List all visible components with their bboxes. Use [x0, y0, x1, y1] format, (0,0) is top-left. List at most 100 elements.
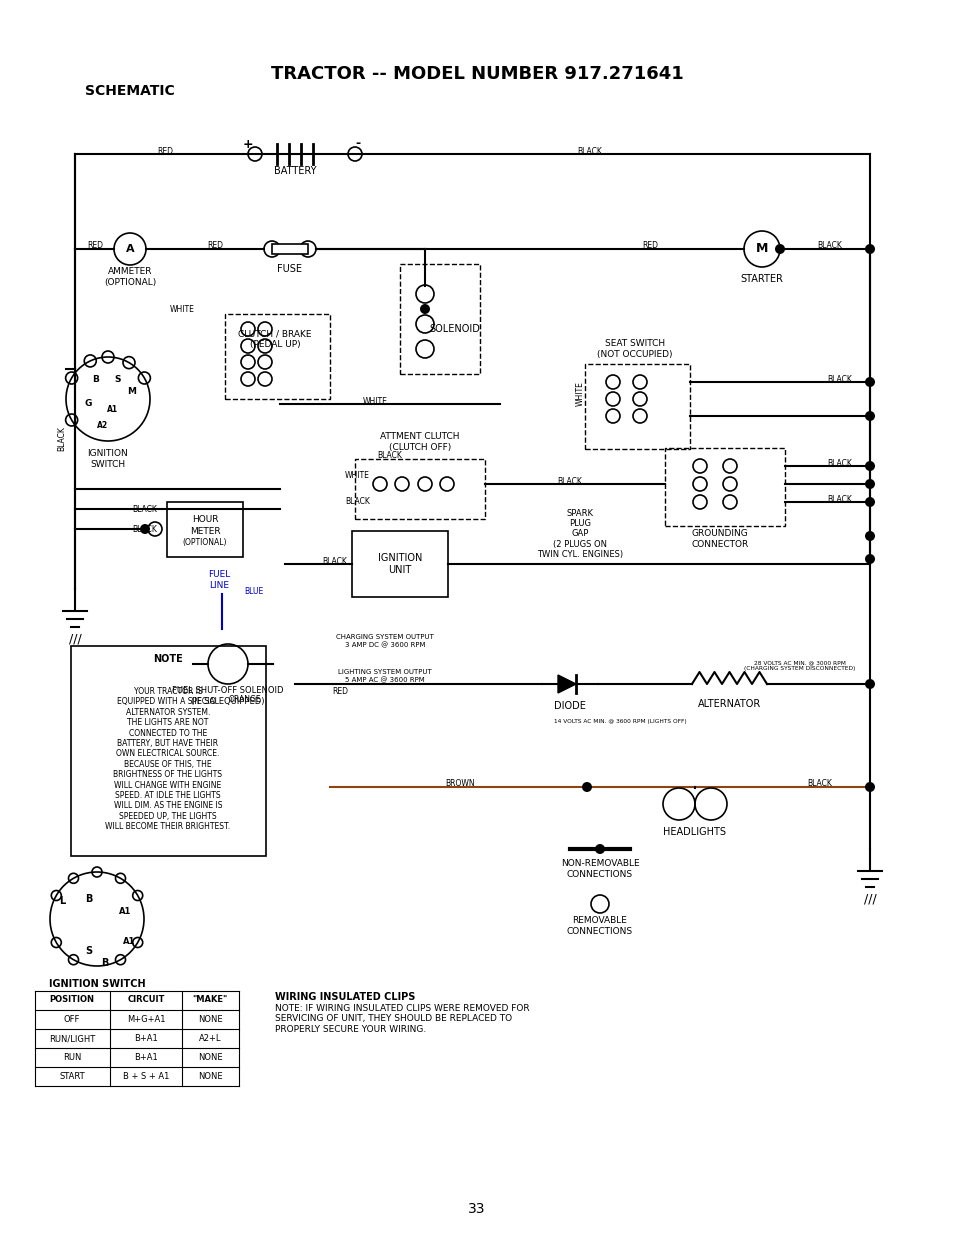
Text: OFF: OFF [64, 1015, 80, 1023]
Text: IGNITION
SWITCH: IGNITION SWITCH [88, 450, 129, 468]
Text: SOLENOID: SOLENOID [429, 325, 480, 335]
Text: WIRING INSULATED CLIPS: WIRING INSULATED CLIPS [274, 992, 415, 1002]
Text: BLACK: BLACK [577, 146, 601, 156]
Text: ///: /// [69, 632, 81, 646]
Text: B+A1: B+A1 [134, 1053, 157, 1062]
Text: HEADLIGHTS: HEADLIGHTS [662, 826, 726, 838]
Text: LIGHTING SYSTEM OUTPUT
5 AMP AC @ 3600 RPM: LIGHTING SYSTEM OUTPUT 5 AMP AC @ 3600 R… [337, 669, 432, 683]
Text: ORANGE: ORANGE [229, 695, 261, 704]
Text: FUEL SHUT-OFF SOLENOID
(IF SO EQUIPPED): FUEL SHUT-OFF SOLENOID (IF SO EQUIPPED) [172, 686, 283, 706]
Text: A1: A1 [108, 404, 118, 414]
Text: CHARGING SYSTEM OUTPUT
3 AMP DC @ 3600 RPM: CHARGING SYSTEM OUTPUT 3 AMP DC @ 3600 R… [335, 634, 434, 648]
Text: L: L [59, 896, 65, 906]
Bar [167, 502, 243, 558]
Text: S: S [86, 947, 92, 957]
Bar [225, 313, 330, 399]
Text: ATTMENT CLUTCH
(CLUTCH OFF): ATTMENT CLUTCH (CLUTCH OFF) [380, 432, 459, 452]
Text: NOTE: IF WIRING INSULATED CLIPS WERE REMOVED FOR
SERVICING OF UNIT, THEY SHOULD : NOTE: IF WIRING INSULATED CLIPS WERE REM… [274, 1004, 529, 1033]
Text: M+G+A1: M+G+A1 [127, 1015, 165, 1023]
Circle shape [864, 679, 874, 689]
Circle shape [864, 497, 874, 507]
Text: RED: RED [332, 686, 348, 695]
Text: B: B [85, 895, 92, 904]
Text: STARTER: STARTER [740, 274, 782, 284]
Circle shape [864, 554, 874, 564]
Circle shape [595, 844, 604, 854]
Text: S: S [114, 374, 121, 384]
Text: B: B [92, 374, 99, 384]
Polygon shape [558, 675, 576, 693]
Bar [71, 646, 266, 856]
Text: M: M [755, 243, 767, 255]
Text: BLACK: BLACK [826, 374, 852, 384]
Text: GROUNDING
CONNECTOR: GROUNDING CONNECTOR [691, 529, 748, 549]
Text: BLACK: BLACK [345, 498, 370, 507]
Text: FUEL
LINE: FUEL LINE [208, 570, 230, 590]
Text: SPARK
PLUG
GAP
(2 PLUGS ON
TWIN CYL. ENGINES): SPARK PLUG GAP (2 PLUGS ON TWIN CYL. ENG… [537, 509, 622, 559]
Text: RED: RED [641, 242, 658, 250]
Text: +: + [242, 138, 253, 150]
Bar [584, 364, 689, 449]
Text: 14 VOLTS AC MIN. @ 3600 RPM (LIGHTS OFF): 14 VOLTS AC MIN. @ 3600 RPM (LIGHTS OFF) [553, 720, 685, 725]
Text: A2: A2 [97, 421, 109, 430]
Text: BLACK: BLACK [557, 477, 582, 486]
Text: CLUTCH / BRAKE
(PEDAL UP): CLUTCH / BRAKE (PEDAL UP) [238, 330, 312, 348]
Bar [399, 264, 479, 374]
Text: BLACK: BLACK [132, 524, 157, 534]
Text: RED: RED [207, 242, 223, 250]
Text: RED: RED [157, 146, 172, 156]
Circle shape [864, 244, 874, 254]
Text: CIRCUIT: CIRCUIT [127, 995, 165, 1005]
Text: BLACK: BLACK [807, 779, 832, 788]
Text: YOUR TRACTOR IS
EQUIPPED WITH A SPECIAL
ALTERNATOR SYSTEM.
THE LIGHTS ARE NOT
CO: YOUR TRACTOR IS EQUIPPED WITH A SPECIAL … [106, 686, 231, 831]
Text: BLACK: BLACK [377, 451, 402, 461]
Circle shape [419, 304, 430, 313]
Text: (OPTIONAL): (OPTIONAL) [183, 539, 227, 548]
Text: B: B [101, 958, 109, 968]
Circle shape [864, 377, 874, 387]
Text: "MAKE": "MAKE" [193, 995, 228, 1005]
Text: BLACK: BLACK [322, 556, 347, 565]
Text: TRACTOR -- MODEL NUMBER 917.271641: TRACTOR -- MODEL NUMBER 917.271641 [271, 64, 682, 83]
Text: METER: METER [190, 527, 220, 535]
Circle shape [864, 461, 874, 471]
Text: DIODE: DIODE [554, 701, 585, 711]
Text: NONE: NONE [197, 1072, 222, 1080]
Text: A1: A1 [119, 907, 132, 916]
Text: NONE: NONE [197, 1015, 222, 1023]
Text: BLACK: BLACK [57, 426, 67, 451]
Bar [355, 458, 484, 519]
Text: M: M [128, 387, 136, 395]
Bar [664, 449, 784, 527]
Text: NOTE: NOTE [153, 654, 183, 664]
Text: SEAT SWITCH
(NOT OCCUPIED): SEAT SWITCH (NOT OCCUPIED) [597, 339, 672, 359]
Text: RUN/LIGHT: RUN/LIGHT [49, 1035, 95, 1043]
Text: WHITE: WHITE [170, 305, 194, 313]
Circle shape [864, 479, 874, 489]
Text: RED: RED [87, 242, 103, 250]
Text: POSITION: POSITION [50, 995, 94, 1005]
Circle shape [581, 782, 592, 792]
Text: WHITE: WHITE [345, 472, 370, 481]
Text: 33: 33 [468, 1202, 485, 1215]
Text: B+A1: B+A1 [134, 1035, 157, 1043]
Text: RUN: RUN [63, 1053, 81, 1062]
Text: START: START [59, 1072, 85, 1080]
Text: ///: /// [862, 892, 876, 906]
Text: BROWN: BROWN [445, 779, 475, 788]
Text: NON-REMOVABLE
CONNECTIONS: NON-REMOVABLE CONNECTIONS [560, 860, 639, 878]
Text: AMMETER
(OPTIONAL): AMMETER (OPTIONAL) [104, 268, 156, 286]
Text: WHITE: WHITE [362, 396, 387, 405]
Text: BLACK: BLACK [826, 458, 852, 467]
Text: FUSE: FUSE [277, 264, 302, 274]
Text: A: A [126, 244, 134, 254]
Text: 28 VOLTS AC MIN. @ 3000 RPM
(CHARGING SYSTEM DISCONNECTED): 28 VOLTS AC MIN. @ 3000 RPM (CHARGING SY… [743, 660, 855, 672]
Text: BLACK: BLACK [817, 242, 841, 250]
Bar [272, 244, 308, 254]
Text: BLUE: BLUE [244, 586, 263, 596]
Text: HOUR: HOUR [192, 514, 218, 524]
Text: IGNITION SWITCH: IGNITION SWITCH [49, 979, 145, 989]
Circle shape [774, 244, 784, 254]
Text: SCHEMATIC: SCHEMATIC [85, 84, 174, 98]
Circle shape [140, 524, 150, 534]
